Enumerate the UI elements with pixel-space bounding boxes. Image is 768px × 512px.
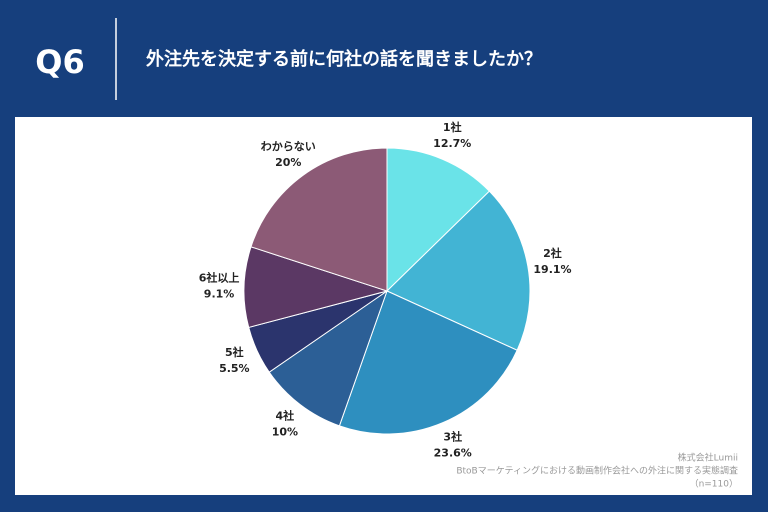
slice-category: 2社 (543, 246, 562, 260)
pie-slice (386, 147, 491, 293)
slice-value-label: 5.5% (219, 362, 250, 375)
slice-value-label: 23.6% (434, 447, 472, 460)
slice-value-label: 20% (275, 156, 301, 169)
pie-slice (268, 289, 388, 427)
pie-slice (243, 246, 389, 329)
slice-category: わからない (261, 140, 316, 153)
pie-slice (386, 190, 531, 351)
slice-category: 3社 (443, 430, 462, 444)
pie-slice (338, 290, 518, 435)
slice-value-label: 10% (272, 425, 298, 438)
slice-category: 4社 (276, 408, 295, 422)
question-title: 外注先を決定する前に何社の話を聞きましたか？ (146, 48, 542, 70)
slice-value-label: 12.7% (433, 137, 471, 150)
slice-category: 5社 (225, 345, 244, 359)
question-badge: Q6 (35, 43, 84, 81)
slice-category: 1社 (443, 120, 462, 134)
footer-sample: （n=110） (690, 479, 738, 490)
footer-company: 株式会社Lumii (678, 452, 738, 464)
slice-value-label: 9.1% (204, 287, 235, 300)
slice-value-label: 19.1% (533, 263, 571, 276)
footer-survey: BtoBマーケティングにおける動画制作会社への外注に関する実態調査 (456, 465, 738, 477)
slice-category: 6社以上 (199, 270, 240, 284)
pie-slice (250, 147, 388, 292)
